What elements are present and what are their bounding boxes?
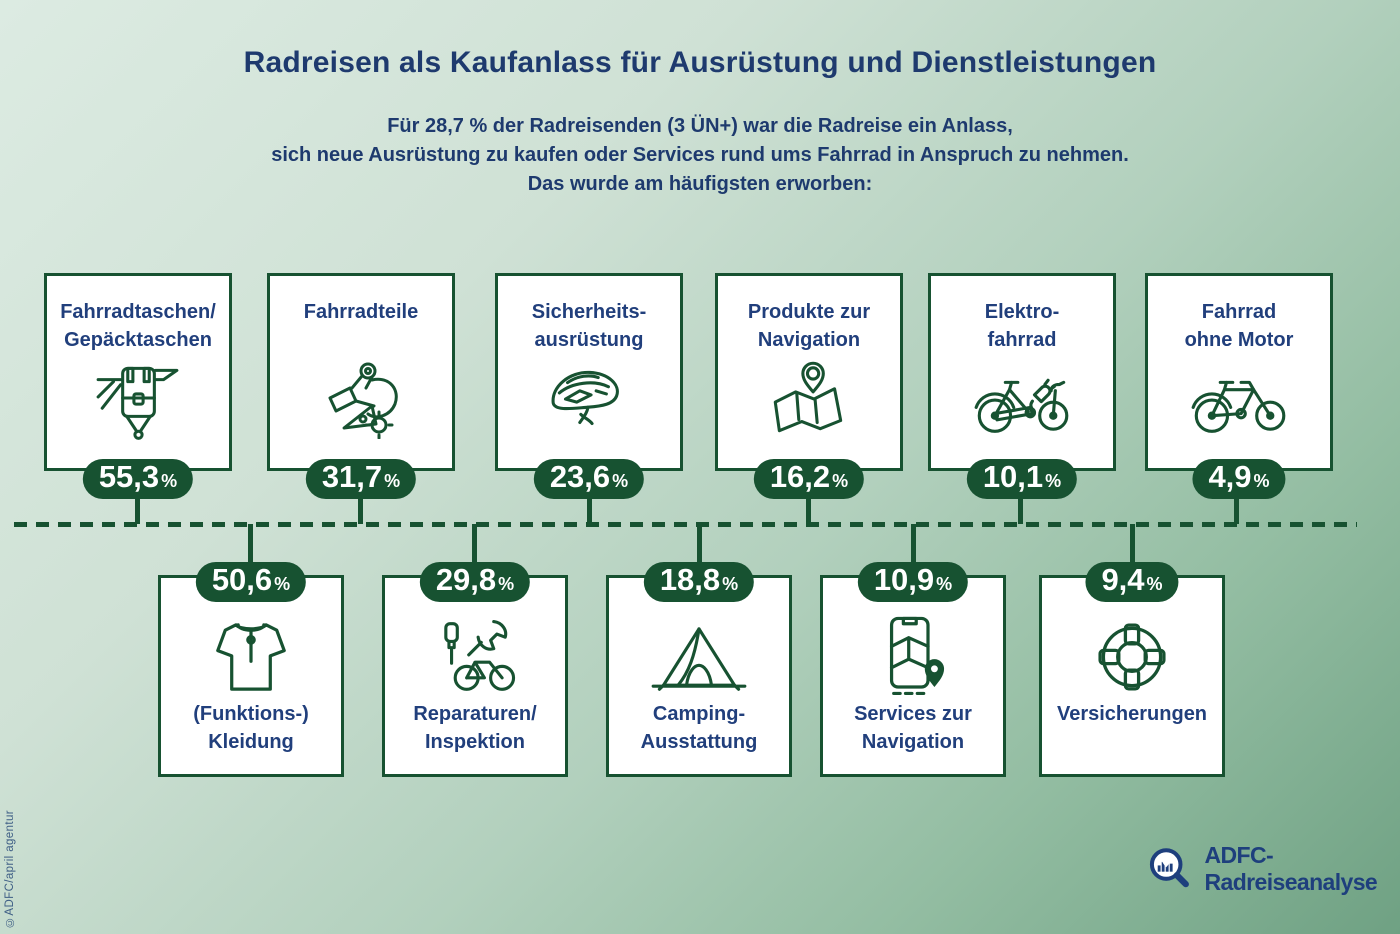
intro-text: Für 28,7 % der Radreisenden (3 ÜN+) war …: [271, 115, 1129, 195]
percent-sign: %: [498, 574, 515, 594]
card-label: Elektro- fahrrad: [984, 301, 1060, 351]
value-number: 50,6: [211, 562, 273, 597]
value-number: 10,9: [873, 562, 935, 597]
card-label: (Funktions-) Kleidung: [193, 703, 309, 753]
percent-sign: %: [612, 471, 629, 491]
connector-line: [358, 490, 363, 524]
value-number: 4,9: [1208, 459, 1252, 494]
connector-line: [472, 524, 477, 562]
value-number: 55,3: [98, 459, 160, 494]
card-funktionskleidung: 50,6 % (Funktions-) Kleidung: [158, 562, 344, 777]
value-number: 29,8: [435, 562, 497, 597]
tent-icon: [609, 604, 789, 710]
card-reparaturen: 29,8 % Reparaturen/ Inspektion: [382, 562, 568, 777]
card-elektrofahrrad: Elektro- fahrrad 10,1 %: [928, 273, 1116, 499]
timeline-dashed-line: [14, 522, 1357, 527]
bicycle-icon: [1148, 354, 1330, 442]
value-badge: 55,3 %: [82, 459, 194, 499]
magnifier-chart-icon: [1149, 848, 1189, 888]
page-title: Radreisen als Kaufanlass für Ausrüstung …: [243, 46, 1157, 79]
card-services-navigation: 10,9 % Services zur Navigation: [820, 562, 1006, 777]
map-pin-icon: [718, 354, 900, 442]
jersey-icon: [161, 604, 341, 710]
percent-sign: %: [936, 574, 953, 594]
value-badge: 10,9 %: [857, 562, 969, 602]
value-badge: 31,7 %: [305, 459, 417, 499]
value-badge: 10,1 %: [966, 459, 1078, 499]
value-number: 16,2: [769, 459, 831, 494]
percent-sign: %: [384, 471, 401, 491]
card-label: Versicherungen: [1056, 703, 1208, 725]
card-fahrrad-ohne-motor: Fahrrad ohne Motor 4,9 %: [1145, 273, 1333, 499]
value-badge: 29,8 %: [419, 562, 531, 602]
percent-sign: %: [274, 574, 291, 594]
card-label: Sicherheits- ausrüstung: [531, 301, 647, 351]
value-number: 31,7: [321, 459, 383, 494]
helmet-icon: [498, 354, 680, 442]
connector-line: [1130, 524, 1135, 562]
card-label: Camping- Ausstattung: [640, 703, 758, 753]
value-badge: 18,8 %: [643, 562, 755, 602]
card-produkte-navigation: Produkte zur Navigation 16,2 %: [715, 273, 903, 499]
connector-line: [135, 490, 140, 524]
value-badge: 23,6 %: [533, 459, 645, 499]
value-badge: 16,2 %: [753, 459, 865, 499]
percent-sign: %: [1045, 471, 1062, 491]
card-label: Fahrrad ohne Motor: [1184, 301, 1294, 351]
value-number: 10,1: [982, 459, 1044, 494]
e-bike-icon: [931, 354, 1113, 442]
percent-sign: %: [1146, 574, 1163, 594]
card-label: Produkte zur Navigation: [747, 301, 871, 351]
phone-navigation-icon: [823, 604, 1003, 710]
logo-text: ADFC-Radreiseanalyse: [1204, 842, 1378, 895]
connector-line: [248, 524, 253, 562]
value-badge: 4,9 %: [1192, 459, 1286, 499]
value-badge: 50,6 %: [195, 562, 307, 602]
percent-sign: %: [832, 471, 849, 491]
card-label: Reparaturen/ Inspektion: [413, 703, 537, 753]
percent-sign: %: [1253, 471, 1270, 491]
derailleur-icon: [270, 354, 452, 442]
percent-sign: %: [722, 574, 739, 594]
value-number: 18,8: [659, 562, 721, 597]
connector-line: [911, 524, 916, 562]
connector-line: [806, 490, 811, 524]
card-label: Fahrradtaschen/ Gepäcktaschen: [60, 301, 216, 351]
connector-line: [697, 524, 702, 562]
percent-sign: %: [161, 471, 178, 491]
connector-line: [587, 490, 592, 524]
pannier-bag-icon: [47, 354, 229, 442]
credit-text: ©ADFC/april agentur: [4, 809, 16, 928]
adfc-logo: ADFC-Radreiseanalyse: [1143, 836, 1400, 902]
value-badge: 9,4 %: [1085, 562, 1179, 602]
connector-line: [1234, 490, 1239, 524]
card-versicherungen: 9,4 % Versicherungen: [1039, 562, 1225, 777]
card-camping: 18,8 % Camping- Ausstattung: [606, 562, 792, 777]
value-number: 9,4: [1101, 562, 1145, 597]
card-sicherheitsausruestung: Sicherheits- ausrüstung 23,6 %: [495, 273, 683, 499]
lifebuoy-icon: [1042, 604, 1222, 710]
connector-line: [1018, 490, 1023, 524]
card-label: Services zur Navigation: [854, 703, 972, 753]
card-fahrradtaschen: Fahrradtaschen/ Gepäcktaschen 55,3 %: [44, 273, 232, 499]
repair-tools-icon: [385, 604, 565, 710]
value-number: 23,6: [549, 459, 611, 494]
card-fahrradteile: Fahrradteile 31,7 %: [267, 273, 455, 499]
card-label: Fahrradteile: [303, 301, 419, 323]
